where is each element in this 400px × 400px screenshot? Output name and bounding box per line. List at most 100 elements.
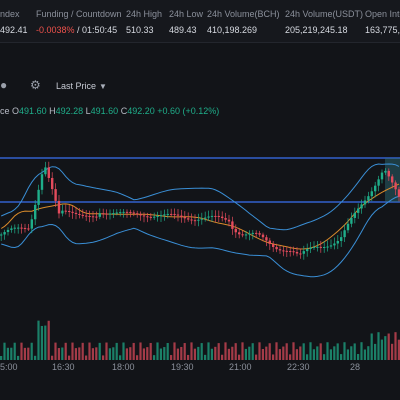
volume-bar (173, 342, 176, 360)
candle-body (190, 219, 193, 221)
volume-bar (384, 336, 387, 360)
candlesticks (0, 161, 400, 260)
volume-bar (13, 342, 16, 360)
candle-body (323, 247, 326, 249)
volume-bar (374, 343, 377, 360)
volume-bar (285, 343, 288, 360)
candle-body (238, 232, 241, 235)
candle-body (251, 232, 254, 234)
volume-bar (125, 348, 128, 360)
candle-body (316, 246, 319, 248)
candle-body (78, 213, 81, 215)
candle-body (357, 208, 360, 213)
volume-bar (265, 346, 268, 360)
volume-bar (323, 354, 326, 360)
volume-bar (346, 349, 349, 360)
volume-bar (27, 347, 30, 360)
candle-body (224, 218, 227, 220)
volume-bar (329, 349, 332, 360)
volume-bar (132, 342, 135, 360)
candle-body (85, 215, 88, 217)
volume-bar (312, 349, 315, 360)
candle-body (370, 191, 373, 197)
candle-body (57, 200, 61, 214)
volume-bar (74, 348, 77, 360)
low-value-ohlc: 491.60 (90, 106, 119, 116)
candle-body (163, 214, 166, 216)
volume-bar (391, 343, 394, 360)
candle-body (0, 234, 3, 236)
volume-bar (248, 346, 251, 360)
volume-bar (105, 342, 108, 360)
volume-bar (61, 347, 64, 360)
open-interest-label: Open Inte (365, 9, 400, 19)
candle-body (261, 234, 265, 238)
low-label-ohlc: L (85, 106, 91, 116)
volume-bar (377, 332, 380, 360)
volume-bar (227, 348, 230, 360)
candle-body (156, 215, 159, 217)
candle-body (71, 211, 74, 213)
candle-body (88, 215, 91, 217)
volume-bar (255, 354, 258, 360)
volume-bar (88, 342, 91, 360)
candle-body (68, 210, 71, 212)
volume-bar (394, 332, 397, 360)
candle-body (200, 218, 203, 220)
candle-body (363, 200, 367, 205)
candle-body (98, 213, 101, 217)
volume-bar (289, 354, 292, 360)
candle-body (166, 213, 169, 215)
candle-body (210, 215, 214, 217)
volume-bar (30, 342, 33, 360)
candle-body (149, 216, 152, 218)
candle-body (302, 251, 305, 254)
candle-body (159, 215, 163, 217)
open-interest-stat: Open Inte 163,775,0 (365, 8, 400, 37)
low-label: 24h Low (169, 9, 204, 19)
volume-bar (340, 354, 343, 360)
candle-body (214, 215, 217, 217)
volume-bar (309, 342, 312, 360)
candle-body (377, 179, 380, 186)
candle-body (295, 252, 299, 254)
candle-body (20, 227, 23, 229)
volume-bar (350, 346, 353, 360)
candle-body (231, 221, 234, 229)
volume-bar (40, 325, 43, 360)
candle-body (278, 249, 282, 251)
volume-bar (302, 343, 305, 360)
candle-body (23, 228, 27, 230)
volume-bar (333, 346, 336, 360)
volume-bar (306, 354, 309, 360)
candle-body (47, 167, 50, 178)
dot-icon[interactable]: ● (0, 78, 8, 92)
volume-bar (71, 342, 74, 360)
candle-body (95, 216, 98, 218)
candle-body (299, 253, 302, 255)
candle-body (54, 189, 57, 201)
x-tick-3: 19:30 (171, 362, 194, 372)
settings-gear-icon[interactable]: ⚙ (30, 78, 41, 92)
high-value: 510.33 (126, 25, 154, 35)
price-chart[interactable] (0, 130, 400, 385)
volume-bar (268, 343, 271, 360)
x-tick-2: 18:00 (112, 362, 135, 372)
volume-bar (68, 355, 71, 360)
vol-bch-label: 24h Volume(BCH) (207, 9, 280, 19)
candle-body (217, 215, 220, 217)
legend-prefix: ce (0, 106, 10, 116)
vol-usdt-value: 205,219,245.18 (285, 25, 348, 35)
last-price-dropdown[interactable]: Last Price ▼ (56, 81, 107, 91)
volume-bar (0, 356, 3, 360)
candle-body (384, 170, 387, 173)
volume-bar (353, 343, 356, 360)
volume-bar (360, 342, 363, 360)
candle-body (268, 240, 271, 244)
volume-bar (207, 342, 210, 360)
volume-bar (244, 348, 247, 360)
x-tick-0: 5:00 (0, 362, 18, 372)
candle-body (319, 246, 322, 248)
volume-bar (112, 347, 115, 360)
volume-bar (224, 342, 227, 360)
